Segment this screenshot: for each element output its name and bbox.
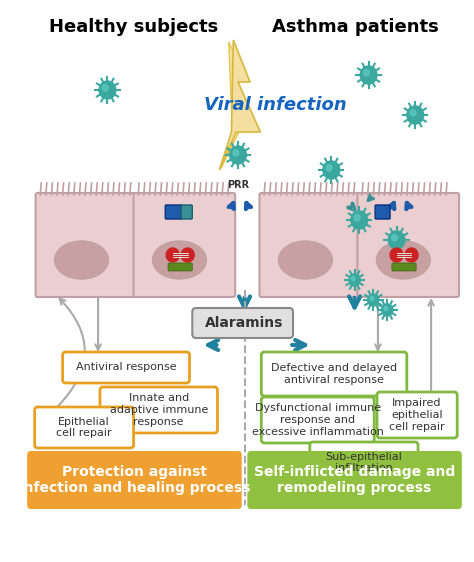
FancyBboxPatch shape [261, 397, 374, 443]
Ellipse shape [153, 241, 206, 279]
Circle shape [233, 149, 239, 156]
Circle shape [370, 296, 374, 301]
Circle shape [229, 146, 246, 164]
FancyBboxPatch shape [259, 193, 361, 297]
Circle shape [407, 106, 424, 124]
FancyBboxPatch shape [35, 407, 134, 448]
FancyBboxPatch shape [192, 308, 293, 338]
Text: Alaramins: Alaramins [205, 316, 284, 330]
Ellipse shape [278, 241, 332, 279]
Polygon shape [219, 40, 260, 170]
Circle shape [181, 248, 194, 262]
Circle shape [351, 211, 368, 229]
Text: Asthma patients: Asthma patients [272, 18, 439, 36]
Circle shape [392, 234, 397, 241]
Text: Protection against
infection and healing process: Protection against infection and healing… [19, 465, 250, 495]
Text: Self-inflicted damage and
remodeling process: Self-inflicted damage and remodeling pro… [254, 465, 455, 495]
Circle shape [405, 248, 418, 262]
Circle shape [326, 165, 332, 171]
FancyBboxPatch shape [310, 442, 418, 483]
Ellipse shape [55, 241, 109, 279]
FancyBboxPatch shape [134, 193, 235, 297]
FancyBboxPatch shape [168, 263, 192, 271]
Circle shape [102, 85, 108, 91]
FancyBboxPatch shape [392, 263, 416, 271]
Text: Sub-epithelial
infiltration: Sub-epithelial infiltration [326, 452, 402, 473]
FancyBboxPatch shape [261, 352, 407, 396]
Ellipse shape [376, 241, 430, 279]
Circle shape [382, 304, 393, 316]
Circle shape [351, 277, 355, 280]
Circle shape [410, 110, 416, 116]
Text: Impaired
epithelial
cell repair: Impaired epithelial cell repair [389, 398, 445, 432]
Circle shape [360, 66, 377, 84]
FancyBboxPatch shape [100, 387, 218, 433]
Circle shape [364, 70, 369, 76]
FancyBboxPatch shape [181, 205, 192, 219]
Text: Antiviral response: Antiviral response [76, 362, 176, 373]
Circle shape [354, 215, 360, 221]
FancyBboxPatch shape [375, 205, 390, 219]
FancyBboxPatch shape [357, 193, 459, 297]
Text: Innate and
adaptive immune
response: Innate and adaptive immune response [109, 393, 208, 427]
FancyBboxPatch shape [27, 451, 242, 509]
Text: Epithelial
cell repair: Epithelial cell repair [56, 416, 112, 438]
Text: PRR: PRR [227, 180, 249, 190]
FancyBboxPatch shape [165, 205, 182, 219]
Circle shape [368, 294, 379, 306]
FancyBboxPatch shape [247, 451, 462, 509]
Circle shape [99, 81, 116, 99]
FancyBboxPatch shape [377, 392, 457, 438]
Text: Healthy subjects: Healthy subjects [49, 18, 218, 36]
Circle shape [166, 248, 179, 262]
Text: Viral infection: Viral infection [204, 96, 346, 114]
Circle shape [323, 161, 340, 179]
Text: Defective and delayed
antiviral response: Defective and delayed antiviral response [271, 363, 397, 385]
Text: Dysfunctional immune
response and
excessive inflammation: Dysfunctional immune response and excess… [252, 404, 383, 437]
Circle shape [349, 274, 360, 286]
Circle shape [390, 248, 403, 262]
FancyBboxPatch shape [36, 193, 137, 297]
Polygon shape [221, 42, 258, 168]
Circle shape [384, 306, 388, 311]
Circle shape [388, 231, 405, 249]
FancyBboxPatch shape [63, 352, 190, 383]
